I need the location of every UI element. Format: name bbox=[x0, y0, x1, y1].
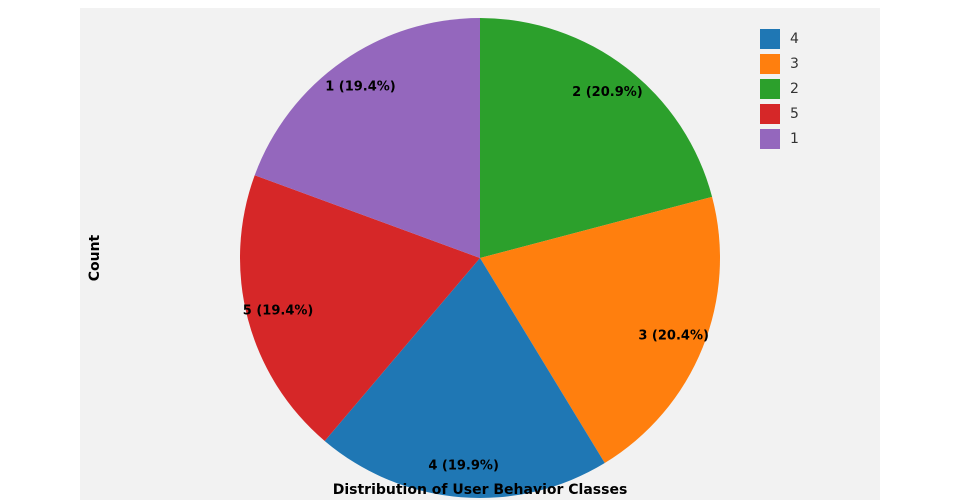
pie-slice-4[interactable] bbox=[324, 258, 605, 499]
legend-swatch bbox=[760, 128, 780, 149]
legend-label: 1 bbox=[790, 130, 799, 147]
legend-swatch bbox=[760, 53, 780, 74]
legend-item[interactable]: 5 bbox=[760, 101, 799, 126]
legend-label: 2 bbox=[790, 80, 799, 97]
x-axis-title: Distribution of User Behavior Classes bbox=[332, 482, 628, 498]
legend-item[interactable]: 3 bbox=[760, 51, 799, 76]
legend-item[interactable]: 1 bbox=[760, 126, 799, 151]
pie-slice-2[interactable] bbox=[480, 18, 713, 258]
legend: 4 3 2 5 1 bbox=[760, 26, 799, 151]
pie-slice-5[interactable] bbox=[239, 175, 480, 441]
slice-label-1: 1 (19.4%) bbox=[325, 79, 396, 94]
pie-slice-1[interactable] bbox=[254, 18, 480, 258]
legend-swatch bbox=[760, 103, 780, 124]
slice-label-4: 4 (19.9%) bbox=[428, 459, 499, 474]
legend-swatch bbox=[760, 28, 780, 49]
legend-label: 4 bbox=[790, 30, 799, 47]
legend-item[interactable]: 2 bbox=[760, 76, 799, 101]
slice-label-5: 5 (19.4%) bbox=[243, 304, 314, 319]
legend-label: 5 bbox=[790, 105, 799, 122]
pie-slice-3[interactable] bbox=[480, 196, 721, 464]
legend-label: 3 bbox=[790, 55, 799, 72]
legend-item[interactable]: 4 bbox=[760, 26, 799, 51]
slice-label-3: 3 (20.4%) bbox=[638, 329, 709, 344]
y-axis-title: Count bbox=[87, 234, 103, 282]
slice-label-2: 2 (20.9%) bbox=[572, 85, 643, 100]
legend-swatch bbox=[760, 78, 780, 99]
